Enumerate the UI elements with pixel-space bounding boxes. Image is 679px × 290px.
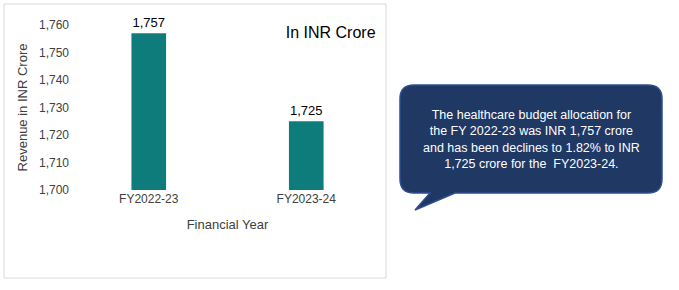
svg-text:1,730: 1,730 [39,101,69,115]
svg-text:1,740: 1,740 [39,73,69,87]
svg-text:Financial Year: Financial Year [187,217,269,232]
svg-text:The healthcare budget allocati: The healthcare budget allocation forthe … [423,108,640,171]
svg-text:1,750: 1,750 [39,46,69,60]
svg-text:1,757: 1,757 [132,15,165,30]
svg-text:1,710: 1,710 [39,156,69,170]
svg-text:1,760: 1,760 [39,18,69,32]
svg-text:1,720: 1,720 [39,128,69,142]
svg-text:1,700: 1,700 [39,183,69,197]
svg-text:Revenue in INR Crore: Revenue in INR Crore [15,44,30,172]
svg-text:In INR Crore: In INR Crore [286,24,376,41]
svg-text:1,725: 1,725 [290,103,323,118]
svg-text:FY2022-23: FY2022-23 [119,192,179,206]
svg-text:FY2023-24: FY2023-24 [277,192,337,206]
